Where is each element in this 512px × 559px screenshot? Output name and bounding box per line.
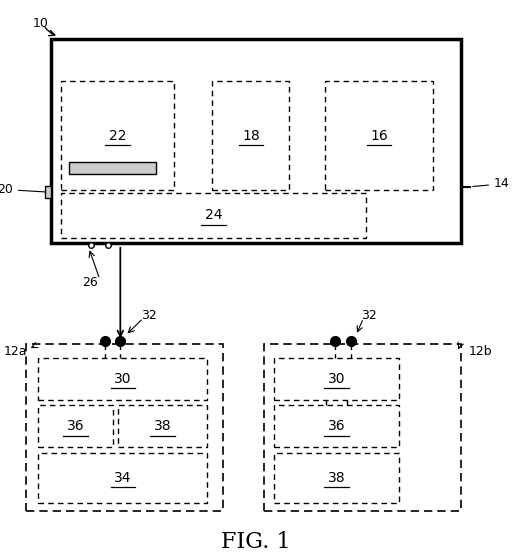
Text: 16: 16 xyxy=(370,129,388,143)
Bar xyxy=(61,81,174,190)
Text: 18: 18 xyxy=(242,129,260,143)
Text: 14: 14 xyxy=(473,177,510,191)
Bar xyxy=(274,358,399,400)
Text: 10: 10 xyxy=(33,17,49,30)
Bar xyxy=(38,453,207,503)
Bar xyxy=(61,193,366,238)
Bar xyxy=(69,162,156,174)
Text: 36: 36 xyxy=(67,419,84,433)
Bar xyxy=(38,358,207,400)
Bar xyxy=(45,186,51,198)
Text: 26: 26 xyxy=(82,276,97,289)
Text: 32: 32 xyxy=(361,309,376,323)
Text: 24: 24 xyxy=(205,208,223,222)
Text: 38: 38 xyxy=(154,419,172,433)
Bar xyxy=(274,405,399,447)
Text: 30: 30 xyxy=(114,372,132,386)
Text: 30: 30 xyxy=(328,372,346,386)
Bar xyxy=(26,344,223,511)
Text: 20: 20 xyxy=(0,183,49,196)
Bar xyxy=(69,162,156,174)
Text: 12a: 12a xyxy=(4,344,27,358)
Text: 38: 38 xyxy=(328,471,346,485)
Text: 12b: 12b xyxy=(468,344,492,358)
Bar xyxy=(264,344,461,511)
Bar xyxy=(212,81,289,190)
Text: 22: 22 xyxy=(109,129,126,143)
Text: FIG. 1: FIG. 1 xyxy=(221,531,291,553)
Bar xyxy=(38,405,113,447)
Bar xyxy=(274,453,399,503)
Text: 32: 32 xyxy=(141,309,156,323)
Text: 34: 34 xyxy=(114,471,132,485)
Bar xyxy=(51,39,461,243)
Bar xyxy=(325,81,433,190)
Text: 36: 36 xyxy=(328,419,346,433)
Bar xyxy=(118,405,207,447)
